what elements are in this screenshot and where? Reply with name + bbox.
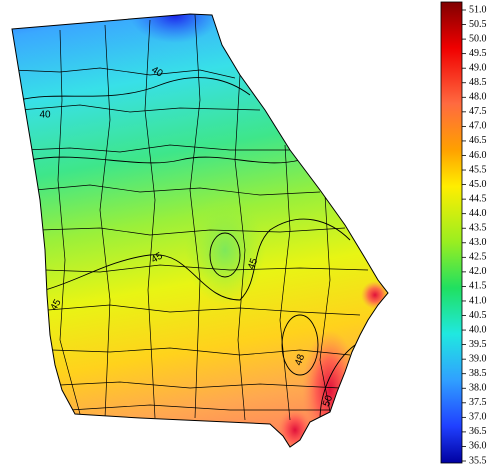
- state-outline: [11, 13, 389, 448]
- colorbar-tick-label: 40.0: [469, 324, 487, 335]
- contour-label: 50: [321, 394, 335, 409]
- colorbar-tick-label: 49.5: [469, 48, 487, 59]
- colorbar-ticks: 51.0 50.5 50.0 49.5 49.0 48.5 48.0 47.5 47.0 46.5…: [462, 4, 487, 466]
- colorbar-tick-label: 37.0: [469, 412, 487, 423]
- colorbar-tick-label: 46.0: [469, 150, 487, 161]
- colorbar-tick-label: 45.0: [469, 179, 487, 190]
- state-fill: [12, 14, 388, 447]
- colorbar-tick-label: 36.0: [469, 441, 487, 452]
- colorbar-tick-label: 36.5: [469, 426, 487, 437]
- colorbar-tick-label: 47.5: [469, 106, 487, 117]
- colorbar-tick-label: 43.0: [469, 237, 487, 248]
- contour-label: 48: [293, 353, 307, 368]
- colorbar-tick-label: 38.0: [469, 383, 487, 394]
- colorbar-tick-label: 40.5: [469, 310, 487, 321]
- contour-label: 45: [150, 250, 166, 265]
- colorbar-tick-label: 39.0: [469, 353, 487, 364]
- colorbar-tick-label: 46.5: [469, 135, 487, 146]
- colorbar-tick-label: 39.5: [469, 339, 487, 350]
- contour-label: 40: [39, 110, 51, 121]
- colorbar: [440, 1, 463, 464]
- colorbar-tick-label: 42.5: [469, 252, 487, 263]
- colorbar-tick-label: 35.5: [469, 455, 487, 466]
- colorbar-tick-label: 38.5: [469, 368, 487, 379]
- colorbar-tick-label: 44.5: [469, 193, 487, 204]
- contour-line: [44, 218, 351, 301]
- colorbar-tick-label: 45.5: [469, 164, 487, 175]
- colorbar-tick-label: 48.0: [469, 92, 487, 103]
- contour-line: [19, 77, 251, 101]
- contour-label: 40: [149, 65, 165, 80]
- colorbar-tick-label: 44.0: [469, 208, 487, 219]
- contour-line: [319, 344, 356, 421]
- colorbar-tick-label: 50.5: [469, 19, 487, 30]
- contour-line: [29, 156, 301, 164]
- colorbar-tick-label: 47.0: [469, 121, 487, 132]
- colorbar-tick-label: 50.0: [469, 33, 487, 44]
- colorbar-tick-label: 37.5: [469, 397, 487, 408]
- colorbar-tick-label: 49.0: [469, 62, 487, 73]
- contour-label: 45: [246, 257, 260, 272]
- colorbar-tick-label: 41.0: [469, 295, 487, 306]
- contour-line: [281, 314, 319, 376]
- county-lines: [57, 14, 331, 421]
- colorbar-tick-label: 51.0: [469, 4, 487, 15]
- county-lines: [12, 67, 369, 411]
- contour-line: [209, 232, 241, 278]
- contour-label: 45: [49, 297, 64, 313]
- colorbar-tick-label: 43.5: [469, 223, 487, 234]
- colorbar-tick-label: 41.5: [469, 281, 487, 292]
- colorbar-tick-label: 42.0: [469, 266, 487, 277]
- colorbar-tick-label: 48.5: [469, 77, 487, 88]
